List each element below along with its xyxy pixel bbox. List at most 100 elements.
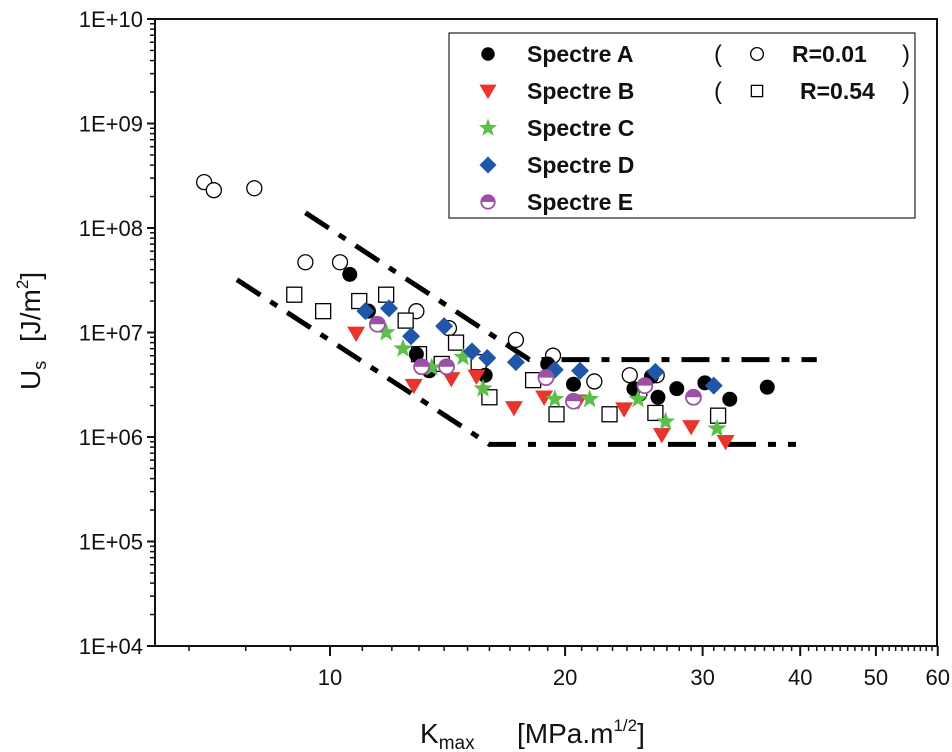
data-point [369,315,386,333]
data-point [545,389,565,408]
data-point [716,435,735,451]
y-axis-title-main: U [15,370,46,390]
data-point [342,266,358,282]
data-point [331,254,349,271]
data-point [377,286,395,303]
data-point [408,346,424,362]
legend-label-b: Spectre B [527,78,634,104]
legend-label-c: Spectre C [527,115,634,141]
data-point [402,327,421,346]
data-point [506,353,525,372]
y-tick-label: 1E+08 [79,216,143,241]
legend-label-r001: R=0.01 [792,41,867,67]
data-point [548,406,565,423]
data-point [347,326,366,342]
y-tick-label: 1E+10 [79,7,143,32]
data-point [652,428,671,444]
data-point [422,357,442,376]
y-axis-title-sub: s [30,361,50,370]
data-point [682,420,701,436]
y-axis-title-unit-sup: 2 [13,280,32,289]
series-spectre-d [356,299,723,395]
data-point [669,381,685,397]
y-axis-title: Us [J/m2] [13,272,50,390]
data-point [393,338,413,357]
x-tick-label: 30 [690,665,714,690]
x-axis-title-main: K [420,718,439,749]
x-tick-label: 50 [864,665,888,690]
legend: Spectre A Spectre B Spectre C Spectre D … [448,32,916,219]
data-point [356,302,375,321]
data-point [628,389,648,408]
data-point [435,317,454,336]
svg-text:[J/m2]: [J/m2] [13,272,46,342]
x-axis-title-unit-sup: 1/2 [613,716,637,735]
legend-paren-open-r054: ( [714,78,722,105]
legend-marker-b [479,84,497,100]
data-point [246,180,263,197]
x-tick-label: 60 [925,665,949,690]
legend-marker-r054 [750,84,764,98]
data-point [447,334,465,351]
data-point [646,362,665,381]
data-point [537,369,555,387]
data-point [380,299,399,318]
y-tick-label: 1E+04 [79,634,143,659]
data-point [656,411,676,430]
data-point [586,373,603,390]
legend-marker-d [479,156,497,174]
guide-lines [235,210,817,447]
x-axis-title: Kmax [MPa.m1/2] [420,716,645,752]
x-axis-title-sub: max [439,733,475,752]
data-point [463,342,482,361]
x-axis-title-unit-close: ] [637,718,645,749]
legend-marker-r001 [749,46,765,62]
data-point [685,388,702,406]
data-point [759,379,775,395]
y-tick-label: 1E+05 [79,530,143,555]
series-spectre-c [376,322,727,437]
legend-paren-close-r054: ) [902,78,910,105]
data-point [438,358,455,376]
legend-marker-c [479,118,497,136]
upper-bound-line [304,210,817,363]
legend-label-e: Spectre E [527,189,633,215]
data-point [467,369,486,385]
legend-box [448,32,916,219]
data-point [722,391,738,407]
svg-text:Kmax: Kmax [420,718,475,752]
data-point [615,402,634,418]
legend-label-r054: R=0.54 [800,78,875,104]
data-point [404,378,423,395]
legend-marker-e [480,194,496,210]
data-point [565,392,582,410]
legend-markers [479,46,765,210]
data-point [413,358,430,376]
data-point [704,376,723,395]
svg-text:[MPa.m1/2]: [MPa.m1/2] [517,716,645,749]
data-point [709,407,727,424]
data-point [571,361,590,380]
svg-text:Us: Us [15,361,50,390]
data-point [565,376,581,392]
data-point [478,349,497,368]
series-spectre-e [369,315,702,410]
x-tick-label: 20 [553,665,577,690]
data-point [647,404,664,422]
x-axis-title-unit: [MPa.m [517,718,613,749]
data-point [314,303,332,320]
data-point [601,406,618,423]
data-point [535,390,554,406]
data-point [580,389,600,408]
y-axis-title-unit-close: ] [15,272,46,280]
x-tick-label: 10 [318,665,342,690]
data-point [442,372,461,388]
y-axis-title-unit: [J/m [15,289,46,342]
data-point [205,182,222,199]
data-point [650,389,666,405]
data-points [195,173,775,451]
data-point [297,254,314,271]
data-point [504,401,523,417]
x-tick-label: 40 [788,665,812,690]
